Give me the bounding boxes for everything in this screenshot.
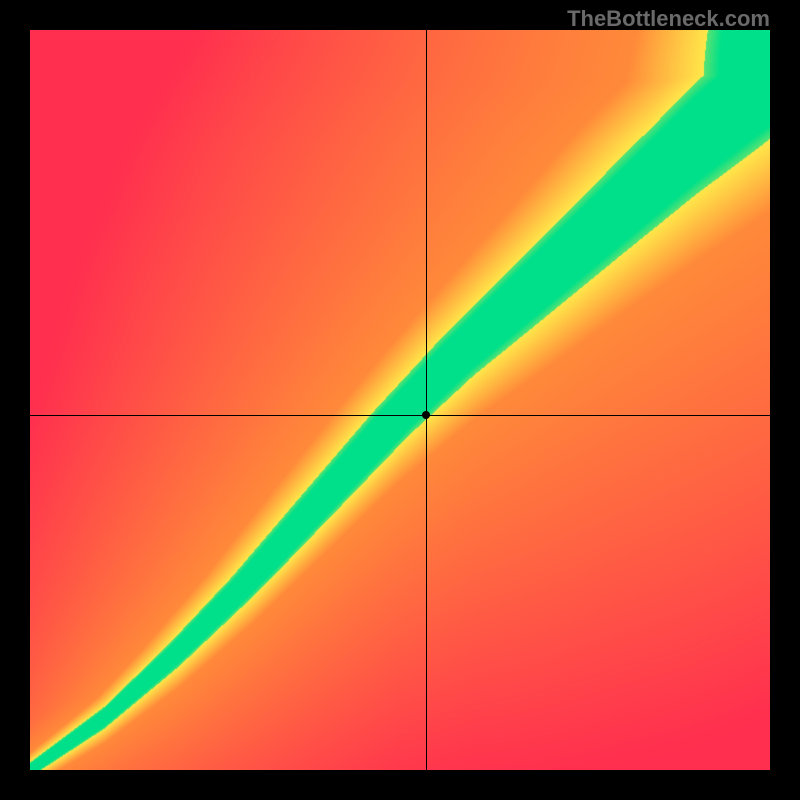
watermark-text: TheBottleneck.com bbox=[567, 6, 770, 32]
chart-container: TheBottleneck.com bbox=[0, 0, 800, 800]
crosshair-vertical bbox=[426, 30, 427, 770]
crosshair-horizontal bbox=[30, 415, 770, 416]
heatmap-canvas bbox=[30, 30, 770, 770]
crosshair-point bbox=[422, 411, 430, 419]
